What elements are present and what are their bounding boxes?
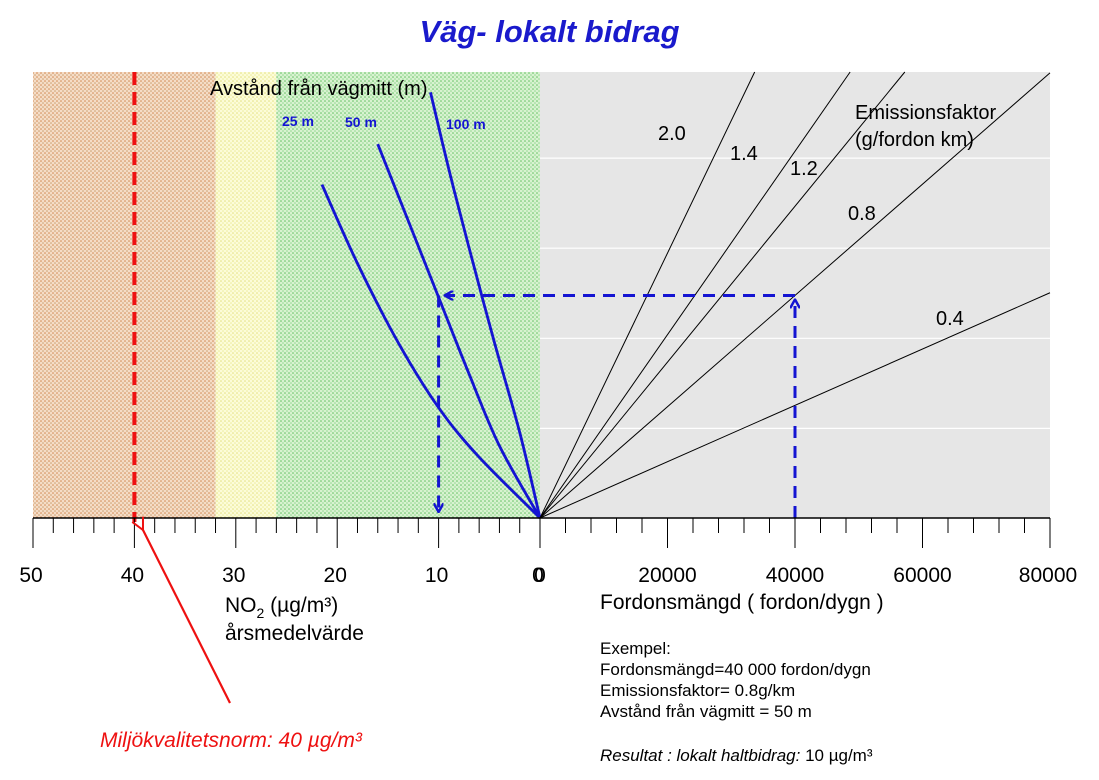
no2-label-unit: (µg/m³) bbox=[264, 594, 338, 617]
legend-title: Emissionsfaktor bbox=[855, 102, 996, 124]
no2-tick-label: 10 bbox=[425, 564, 448, 587]
distance-axis-label: Avstånd från vägmitt (m) bbox=[210, 78, 427, 100]
distance-curve-25m bbox=[320, 184, 541, 519]
background-bands bbox=[33, 72, 540, 518]
air-quality-norm-label: Miljökvalitetsnorm: 40 µg/m³ bbox=[100, 729, 363, 752]
example-line-distance: Avstånd från vägmitt = 50 m bbox=[600, 702, 812, 721]
distance-curve-label-100m: 100 m bbox=[446, 116, 486, 132]
emission-label-1.4: 1.4 bbox=[730, 143, 758, 165]
example-line-vehicles: Fordonsmängd=40 000 fordon/dygn bbox=[600, 660, 871, 679]
legend-title-line2: (g/fordon km) bbox=[855, 129, 974, 151]
no2-axis-label: NO2 (µg/m³) bbox=[225, 594, 338, 621]
vehicles-tick-label: 40000 bbox=[766, 564, 824, 587]
chart-title: Väg- lokalt bidrag bbox=[419, 14, 680, 49]
example-result-label: Resultat : lokalt haltbidrag: bbox=[600, 746, 801, 765]
no2-tick-label: 30 bbox=[222, 564, 245, 587]
no2-tick-label: 40 bbox=[121, 564, 144, 587]
distance-curve-100m bbox=[429, 91, 542, 519]
distance-curve-label-25m: 25 m bbox=[282, 113, 314, 129]
no2-tick-label: 0 bbox=[532, 564, 544, 587]
example-result-value: 10 µg/m³ bbox=[800, 746, 873, 765]
emission-label-0.4: 0.4 bbox=[936, 308, 964, 330]
distance-curve-label-50m: 50 m bbox=[345, 114, 377, 130]
emission-line-1.2 bbox=[539, 71, 906, 519]
no2-tick-label: 50 bbox=[19, 564, 42, 587]
emission-label-2.0: 2.0 bbox=[658, 123, 686, 145]
example-line-emission: Emissionsfaktor= 0.8g/km bbox=[600, 681, 796, 700]
no2-tick-label: 20 bbox=[324, 564, 347, 587]
vehicles-axis-label: Fordonsmängd ( fordon/dygn ) bbox=[600, 591, 884, 614]
distance-curve-50m bbox=[376, 143, 542, 519]
band-orange bbox=[33, 72, 216, 518]
vehicles-tick-label: 80000 bbox=[1019, 564, 1077, 587]
emission-label-1.2: 1.2 bbox=[790, 158, 818, 180]
emission-line-0.4 bbox=[539, 292, 1051, 519]
norm-pointer-arrow bbox=[143, 530, 231, 704]
band-green bbox=[276, 72, 540, 518]
example-heading: Exempel: bbox=[600, 639, 671, 658]
no2-label-main: NO bbox=[225, 594, 257, 617]
vehicles-tick-label: 20000 bbox=[638, 564, 696, 587]
emission-line-1.4 bbox=[539, 71, 851, 519]
vehicles-tick-label: 60000 bbox=[893, 564, 951, 587]
example-result: Resultat : lokalt haltbidrag: 10 µg/m³ bbox=[600, 746, 873, 766]
band-yellow bbox=[215, 72, 277, 518]
no2-label-sub: 2 bbox=[257, 605, 265, 621]
no2-axis-label-line2: årsmedelvärde bbox=[225, 622, 364, 645]
vehicles-tick-label: 0 bbox=[534, 564, 546, 587]
emission-label-0.8: 0.8 bbox=[848, 203, 876, 225]
